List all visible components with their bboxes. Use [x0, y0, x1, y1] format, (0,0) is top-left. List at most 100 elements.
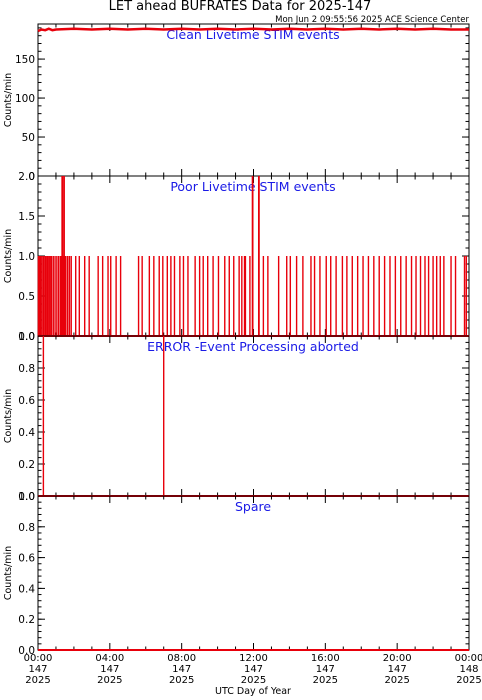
- y-tick-label: 0.5: [18, 291, 35, 303]
- data-spike: [207, 256, 209, 336]
- data-spike: [289, 256, 292, 336]
- data-spike: [42, 256, 45, 336]
- y-tick-label: 0.4: [18, 583, 35, 595]
- data-spike: [415, 256, 417, 336]
- y-tick-label: 1.0: [18, 491, 35, 503]
- data-spike: [335, 256, 337, 336]
- x-tick-label-time: 20:00: [383, 653, 412, 664]
- data-spike: [50, 256, 53, 336]
- y-tick-label: 0.8: [18, 522, 35, 534]
- x-tick-label-year: 2025: [25, 675, 50, 686]
- data-spike: [443, 256, 445, 336]
- data-spike: [163, 336, 165, 496]
- data-spike: [394, 256, 397, 336]
- x-tick-label-day: 147: [244, 664, 263, 675]
- data-spike: [148, 256, 151, 336]
- data-spike: [244, 256, 247, 336]
- data-spike: [52, 256, 54, 336]
- data-spike: [313, 256, 316, 336]
- y-tick-label: 0.4: [18, 427, 35, 439]
- data-spike: [238, 256, 240, 336]
- data-spike: [48, 256, 50, 336]
- x-tick-label-time: 16:00: [311, 653, 340, 664]
- data-spike: [295, 256, 298, 336]
- data-spike: [346, 256, 348, 336]
- data-spike: [241, 256, 243, 336]
- data-spike: [450, 256, 452, 336]
- data-spike: [115, 256, 117, 336]
- data-spike: [56, 256, 58, 336]
- y-tick-label: 50: [22, 132, 35, 144]
- y-tick-label: 0.2: [18, 614, 35, 626]
- data-spike: [182, 256, 185, 336]
- data-spike: [435, 256, 438, 336]
- data-spike: [351, 256, 353, 336]
- y-tick-label: 0.0: [18, 331, 35, 343]
- y-tick-label: 1.0: [18, 331, 35, 343]
- data-spike: [57, 256, 60, 336]
- figure-title: LET ahead BUFRATES Data for 2025-147: [109, 0, 372, 14]
- plot-frame: [37, 335, 470, 497]
- y-tick-label: 0: [28, 171, 35, 183]
- x-tick-label-year: 2025: [313, 675, 338, 686]
- data-spike: [212, 256, 214, 336]
- data-spike: [400, 256, 402, 336]
- x-tick-label-time: 00:00: [455, 653, 482, 664]
- data-spike: [454, 256, 457, 336]
- data-spike: [319, 256, 321, 336]
- data-spike: [389, 256, 391, 336]
- data-spike: [75, 256, 77, 336]
- data-spike: [179, 256, 181, 336]
- chart-panel-4: 0.0 0.2 0.4 0.6 0.8 1.0 Counts/min Spare: [3, 491, 470, 657]
- data-spike: [367, 256, 370, 336]
- x-tick-label-time: 04:00: [95, 653, 124, 664]
- data-spike: [286, 256, 288, 336]
- data-spike: [97, 256, 99, 336]
- data-peak: [63, 176, 65, 336]
- data-spike: [162, 256, 164, 336]
- data-spike: [107, 256, 109, 336]
- data-spike: [119, 256, 122, 336]
- data-spike: [439, 256, 441, 336]
- data-spike: [198, 256, 201, 336]
- data-spike: [42, 336, 45, 496]
- data-spike: [233, 256, 235, 336]
- panel-title: Clean Livetime STIM events: [166, 27, 339, 42]
- data-spike: [202, 256, 204, 336]
- data-spike: [243, 256, 246, 336]
- data-spike: [383, 256, 386, 336]
- data-spike: [88, 256, 90, 336]
- data-spike: [166, 256, 168, 336]
- data-spike: [262, 256, 265, 336]
- x-tick-label-time: 12:00: [239, 653, 268, 664]
- data-spike: [427, 256, 430, 336]
- y-tick-label: 1.5: [18, 211, 35, 223]
- x-tick-label-day: 147: [100, 664, 119, 675]
- x-tick-label-year: 2025: [456, 675, 481, 686]
- x-tick-label-day: 147: [172, 664, 191, 675]
- data-spike: [465, 256, 468, 336]
- data-peak: [257, 176, 260, 336]
- x-tick-label-year: 2025: [384, 675, 409, 686]
- data-spike: [137, 256, 140, 336]
- data-spike: [228, 256, 230, 336]
- data-spike: [70, 256, 72, 336]
- chart-panel-3: 0.0 0.2 0.4 0.6 0.8 1.0 Counts/min ERROR -Event…: [3, 331, 470, 503]
- x-tick-label-day: 147: [388, 664, 407, 675]
- panel-title: Spare: [235, 499, 271, 514]
- data-spike: [78, 256, 81, 336]
- data-spike: [45, 256, 47, 336]
- x-tick-label-day: 147: [316, 664, 335, 675]
- data-spike: [267, 256, 269, 336]
- data-spike: [432, 256, 434, 336]
- data-spike: [153, 256, 155, 336]
- data-spike: [41, 256, 43, 336]
- data-spike: [44, 256, 46, 336]
- y-tick-label: 0.6: [18, 553, 35, 565]
- data-spike: [277, 256, 280, 336]
- y-tick-label: 100: [15, 93, 35, 105]
- data-spike: [378, 256, 380, 336]
